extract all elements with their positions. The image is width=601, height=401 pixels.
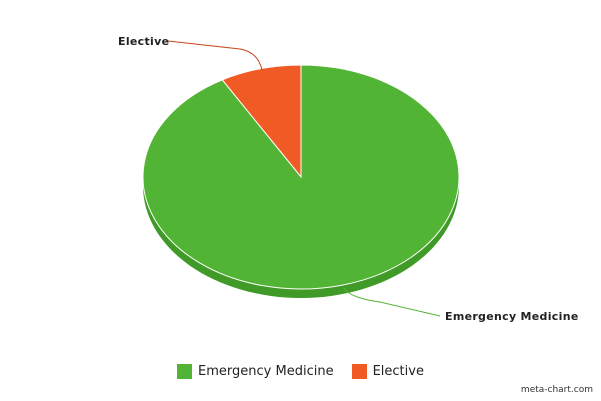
pie-slices xyxy=(142,64,460,290)
legend-item-elective[interactable]: Elective xyxy=(351,364,424,379)
legend-swatch-elective xyxy=(351,364,367,379)
pie-callouts: Elective Emergency Medicine xyxy=(118,35,579,323)
legend: Emergency Medicine Elective xyxy=(0,364,601,379)
callout-label-emergency-medicine: Emergency Medicine xyxy=(445,310,579,323)
callout-line-elective xyxy=(167,40,263,71)
callout-line-emergency-medicine xyxy=(343,287,441,317)
watermark: meta-chart.com xyxy=(520,385,593,395)
callout-label-elective: Elective xyxy=(118,35,169,48)
pie-slice-emergency-medicine[interactable] xyxy=(142,64,460,290)
legend-label-elective: Elective xyxy=(372,364,424,379)
legend-label-emergency-medicine: Emergency Medicine xyxy=(198,364,334,379)
legend-item-emergency-medicine[interactable]: Emergency Medicine xyxy=(177,364,334,379)
legend-swatch-emergency-medicine xyxy=(177,364,193,379)
